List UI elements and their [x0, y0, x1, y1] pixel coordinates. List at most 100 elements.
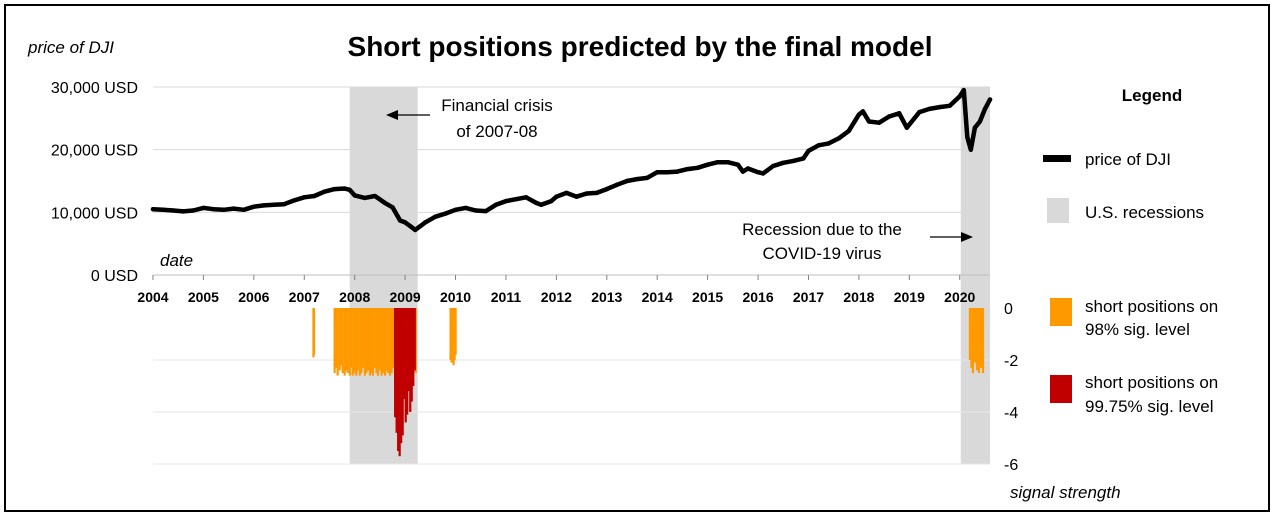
signal-bar-short98-23: [368, 308, 372, 376]
signal-bars: [312, 308, 985, 457]
price-point-12: [271, 202, 277, 208]
price-point-39: [513, 196, 519, 202]
price-point-60: [715, 160, 720, 165]
signal-bar-short98-37: [392, 308, 395, 368]
price-point-18: [332, 186, 337, 192]
price-point-29: [412, 227, 418, 233]
x-tick-label-14: 2018: [843, 289, 874, 305]
price-point-22: [362, 195, 367, 201]
price-point-27: [402, 220, 408, 225]
signal-bar-short9975-13: [413, 308, 416, 371]
annotation-financial-crisis-line1: Financial crisis: [441, 96, 552, 115]
price-axis-label: price of DJI: [27, 38, 114, 57]
signal-axis-label: signal strength: [1010, 483, 1121, 502]
signal-bar-short98-1: [312, 308, 316, 355]
annotation-arrowhead-financial-crisis: [386, 110, 398, 120]
x-tick-label-5: 2009: [390, 289, 421, 305]
signal-bar-short9975-0: [394, 308, 397, 418]
price-point-46: [574, 194, 579, 199]
price-point-92: [972, 125, 978, 130]
signal-bar-short9975-3: [398, 308, 401, 457]
x-tick-label-16: 2020: [944, 289, 975, 305]
price-tick-label-3: 30,000 USD: [51, 80, 138, 97]
signal-bar-short98-16: [356, 308, 359, 371]
signal-bar-short98-19: [361, 308, 364, 368]
signal-bar-short9975-8: [406, 308, 409, 415]
price-point-17: [322, 189, 327, 194]
legend-label-short98-line2: 98% sig. level: [1085, 320, 1190, 339]
price-point-88: [957, 94, 962, 99]
signal-bar-short98-27: [375, 308, 378, 373]
price-point-64: [745, 166, 751, 171]
signal-bar-short98-28: [376, 308, 380, 376]
price-point-91: [968, 147, 974, 152]
price-point-2: [170, 208, 176, 213]
price-point-3: [181, 209, 186, 214]
x-tick-label-13: 2017: [793, 289, 824, 305]
chart-title: Short positions predicted by the final m…: [348, 31, 933, 62]
legend-label-price: price of DJI: [1085, 150, 1171, 169]
price-point-37: [493, 202, 499, 208]
signal-bar-short98-11: [348, 308, 351, 376]
price-tick-label-0: 0 USD: [91, 268, 138, 285]
signal-bar-short9975-12: [412, 308, 415, 386]
annotation-covid-line2: COVID-19 virus: [762, 244, 881, 263]
price-point-90: [965, 134, 970, 140]
signal-bar-short98-56: [973, 308, 977, 363]
price-point-24: [382, 200, 388, 206]
price-point-6: [211, 207, 216, 212]
price-point-95: [987, 97, 993, 102]
signal-bar-short9975-10: [409, 308, 412, 412]
price-point-65: [755, 170, 761, 175]
price-point-85: [927, 106, 932, 112]
price-point-81: [897, 111, 902, 116]
signal-tick-label-2: -4: [1004, 405, 1018, 422]
signal-bar-short98-29: [378, 308, 382, 371]
price-point-59: [705, 162, 710, 167]
price-point-49: [604, 186, 609, 192]
signal-bar-short98-53: [968, 308, 972, 360]
price-point-41: [534, 200, 539, 206]
price-point-54: [655, 170, 660, 175]
signal-bar-short98-18: [360, 308, 363, 373]
price-point-69: [791, 158, 796, 164]
price-point-33: [453, 207, 458, 213]
x-tick-label-4: 2008: [339, 289, 370, 305]
price-point-86: [937, 104, 942, 110]
x-tick-label-10: 2014: [642, 289, 673, 305]
legend-swatch-short9975: [1050, 375, 1072, 403]
price-point-78: [866, 119, 872, 124]
price-point-76: [856, 112, 862, 117]
annotation-financial-crisis-line2: of 2007-08: [456, 122, 537, 141]
price-point-83: [907, 122, 912, 127]
x-tick-label-7: 2011: [491, 289, 522, 305]
price-point-19: [342, 186, 347, 191]
price-tick-label-2: 20,000 USD: [51, 143, 138, 160]
legend-title: Legend: [1122, 86, 1182, 105]
legend-label-recession: U.S. recessions: [1085, 203, 1204, 222]
price-point-61: [725, 160, 731, 165]
signal-bar-short98-14: [353, 308, 356, 373]
gridlines: [153, 86, 990, 465]
annotation-arrowhead-covid: [961, 232, 973, 242]
price-point-93: [977, 119, 983, 124]
signal-bar-short98-12: [350, 308, 353, 368]
price-point-43: [549, 198, 554, 204]
signal-bar-short98-17: [358, 308, 361, 376]
x-tick-label-0: 2004: [137, 289, 168, 305]
price-point-44: [554, 194, 559, 199]
signal-bar-short98-5: [338, 308, 341, 371]
price-point-28: [407, 223, 413, 229]
x-tick-label-3: 2007: [289, 289, 320, 305]
price-series: [150, 87, 993, 233]
price-point-72: [816, 143, 821, 148]
price-point-68: [781, 160, 786, 166]
price-point-4: [191, 208, 196, 213]
price-point-66: [760, 171, 766, 176]
signal-bar-short98-36: [390, 308, 393, 373]
price-point-70: [801, 156, 806, 161]
price-point-36: [483, 208, 488, 214]
signal-bar-short98-24: [370, 308, 373, 373]
price-point-32: [443, 211, 448, 216]
